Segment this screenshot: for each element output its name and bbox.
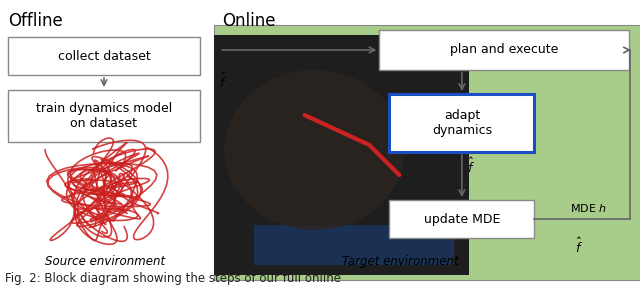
Bar <box>214 35 469 275</box>
Text: Source environment: Source environment <box>45 255 165 268</box>
Text: $\hat{f}$: $\hat{f}$ <box>467 157 475 176</box>
Text: Fig. 2: Block diagram showing the steps of our full online: Fig. 2: Block diagram showing the steps … <box>5 272 341 285</box>
Bar <box>8 37 200 75</box>
Text: MDE $h$: MDE $h$ <box>570 202 607 214</box>
Bar <box>255 225 454 265</box>
Bar <box>214 25 640 280</box>
Text: Online: Online <box>223 12 276 30</box>
Text: Target environment: Target environment <box>342 255 459 268</box>
Bar <box>389 200 534 238</box>
Bar <box>8 90 200 142</box>
Text: Offline: Offline <box>8 12 63 30</box>
Text: adapt
dynamics: adapt dynamics <box>432 109 492 137</box>
Text: $\hat{f}$: $\hat{f}$ <box>575 237 583 256</box>
Text: collect dataset: collect dataset <box>58 50 150 63</box>
Bar <box>380 30 629 70</box>
Text: plan and execute: plan and execute <box>450 44 559 57</box>
Text: $\hat{f}$: $\hat{f}$ <box>220 72 227 91</box>
Text: train dynamics model
on dataset: train dynamics model on dataset <box>36 102 172 130</box>
Text: update MDE: update MDE <box>424 213 500 226</box>
Bar <box>214 35 469 275</box>
Ellipse shape <box>225 70 404 230</box>
Bar <box>389 94 534 152</box>
